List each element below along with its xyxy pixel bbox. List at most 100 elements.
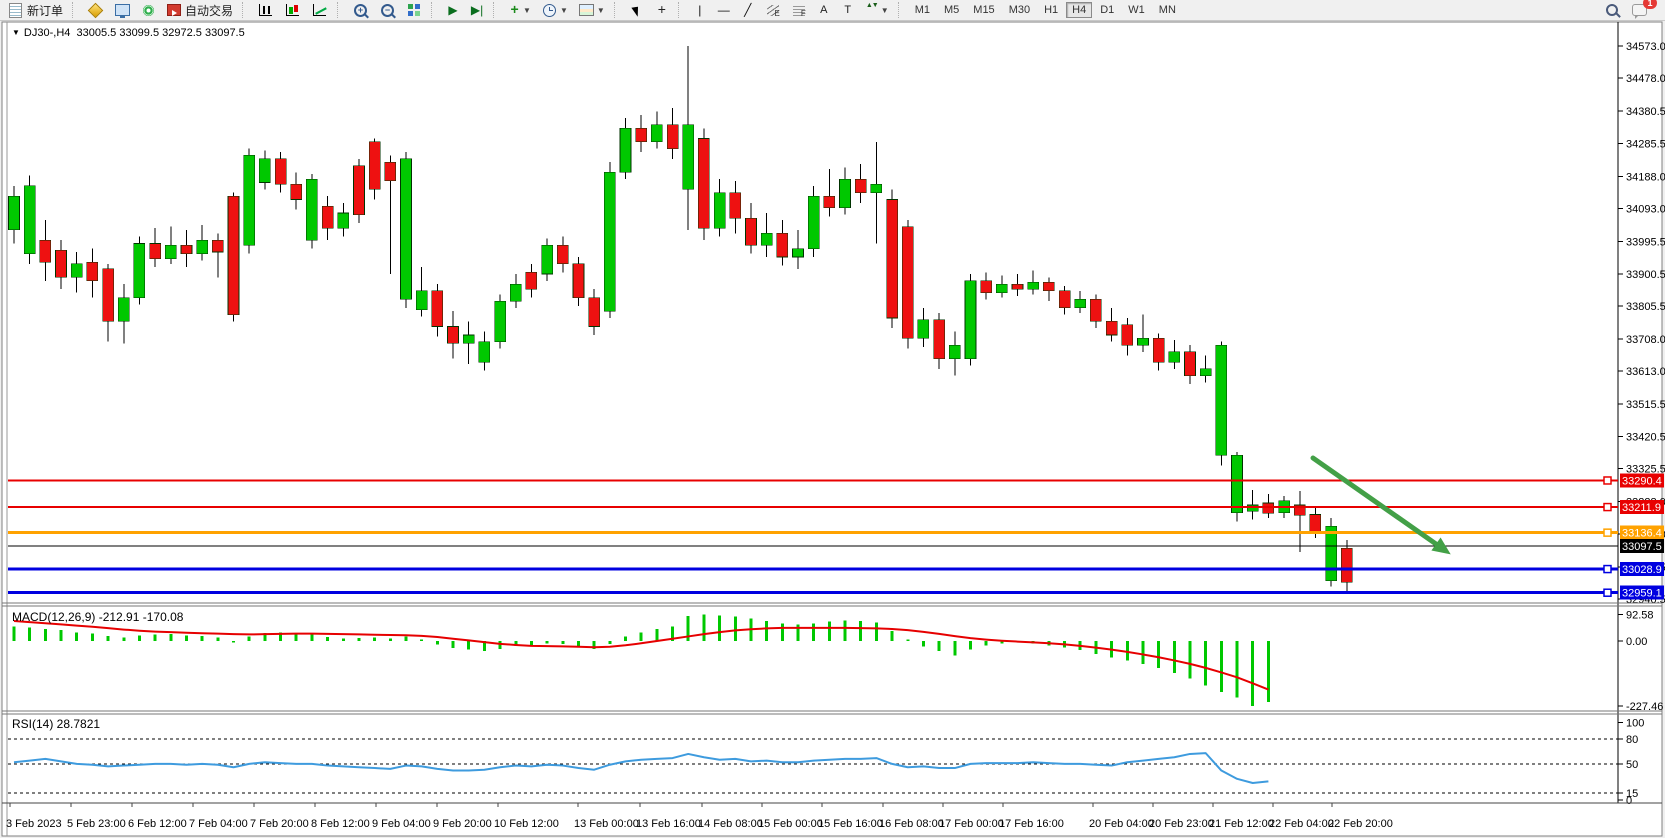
candle [400,158,412,300]
timeframe-W1-button[interactable]: W1 [1128,4,1145,16]
timeframe-M15-button[interactable]: M15 [973,4,995,16]
macd-indicator-label: MACD(12,26,9) -212.91 -170.08 [12,610,184,624]
navigator-button[interactable] [137,0,160,20]
toolbar-separator [431,2,438,18]
time-axis-tick: 16 Feb 08:00 [879,818,944,830]
price-line-anchor[interactable] [1603,502,1612,512]
candle [447,326,459,344]
timeframe-D1-button[interactable]: D1 [1100,4,1115,16]
new-order-button[interactable]: 新订单 [3,0,67,20]
timeframe-H1-button[interactable]: H1 [1044,4,1059,16]
chart-menu-icon[interactable]: ▼ [12,28,20,37]
monitor-icon [115,4,131,18]
time-axis-tick: 15 Feb 00:00 [758,818,823,830]
arrows-button[interactable]: ▲▼ ▼ [861,0,893,20]
candle [1152,338,1165,363]
candle [290,183,303,200]
candle [619,128,632,173]
zoom-in-button[interactable]: + [348,0,373,20]
auto-scroll-button[interactable]: ▶ [442,0,464,20]
candle [682,124,695,190]
candle [509,283,522,302]
timeframe-MN-button[interactable]: MN [1158,4,1176,16]
cursor-button[interactable] [625,0,649,20]
price-badge [1620,585,1664,600]
text-label-button[interactable]: T [837,0,859,20]
time-axis-tick: 20 Feb 04:00 [1089,818,1154,830]
time-axis-tick: 10 Feb 12:00 [494,818,559,830]
equidistant-channel-button[interactable] [761,0,785,20]
candle [870,183,883,193]
autotrade-icon [167,4,182,16]
candle [635,128,648,143]
tile-windows-button[interactable] [402,0,426,20]
candle [227,195,240,315]
price-badge-value: 33290.4 [1622,475,1662,487]
price-axis-tick: 33325.5 [1626,464,1665,476]
candle [541,244,553,275]
crosshair-button[interactable]: + [651,0,673,20]
price-badge [1620,473,1664,488]
price-badge-value: 33097.5 [1622,541,1662,553]
candle [964,280,977,359]
rsi-line [13,752,1269,784]
indicators-button[interactable]: + ▼ [504,0,535,20]
candle [666,124,679,149]
candle [1309,514,1322,532]
search-button[interactable] [1599,0,1625,20]
candle [1058,290,1071,309]
candle [980,280,992,293]
zoomin-icon: + [354,3,368,17]
search-icon [1606,4,1618,16]
notifications-button[interactable]: 1 [1627,0,1657,20]
toolbar-separator [337,2,344,18]
macd-axis-tick: 0.00 [1626,636,1647,648]
periods-button[interactable]: ▼ [537,0,572,20]
price-line-anchor[interactable] [1603,528,1612,537]
candle [149,243,161,260]
trend-arrow[interactable] [1310,455,1439,547]
new-order-button-label: 新订单 [27,3,64,18]
price-axis-tick: 34188.0 [1626,171,1665,183]
timeframe-H4-button[interactable]: H4 [1066,2,1093,18]
chart-ohlc-values: 33005.5 33099.5 32972.5 33097.5 [76,27,245,39]
candle [478,341,491,363]
bar-chart-button[interactable] [253,0,278,20]
candle [86,261,99,282]
price-axis-tick: 33613.0 [1626,366,1665,378]
text-button[interactable]: A [813,0,835,20]
price-line-anchor[interactable] [1603,476,1612,485]
price-line-anchor[interactable] [1603,564,1612,574]
clock-icon [542,3,556,17]
price-badge [1620,525,1664,540]
line-chart-button[interactable] [307,0,332,20]
timeframe-M5-button[interactable]: M5 [944,4,960,16]
candle [823,195,836,209]
data-window-button[interactable] [110,0,135,20]
time-axis-tick: 17 Feb 16:00 [999,818,1064,830]
candle [321,205,334,229]
zoom-out-button[interactable]: − [375,0,400,20]
vertical-line-button[interactable]: | [689,0,711,20]
time-axis-tick: 3 Feb 2023 [6,818,62,830]
candle [494,300,506,343]
candlestick-chart-button[interactable] [280,0,305,20]
chart-shift-button[interactable]: ▶| [466,0,488,20]
fibonacci-button[interactable] [787,0,811,20]
auto-trading-button[interactable]: 自动交易 [162,0,237,20]
candle [368,141,381,190]
market-watch-button[interactable] [83,0,108,20]
price-axis-tick: 34285.5 [1626,138,1665,150]
timeframe-M30-button[interactable]: M30 [1008,4,1031,16]
trendline-button[interactable]: ╱ [737,0,759,20]
price-axis-tick: 33805.5 [1626,301,1665,313]
tile-icon [408,4,421,16]
price-line-anchor[interactable] [1603,588,1612,597]
timeframe-M1-button[interactable]: M1 [914,4,930,16]
macd-axis-tick: 92.58 [1626,610,1654,622]
templates-button[interactable]: ▼ [574,0,609,20]
time-axis-tick: 8 Feb 12:00 [311,818,370,830]
linechart-icon [313,4,327,16]
horizontal-line-button[interactable]: — [713,0,735,20]
